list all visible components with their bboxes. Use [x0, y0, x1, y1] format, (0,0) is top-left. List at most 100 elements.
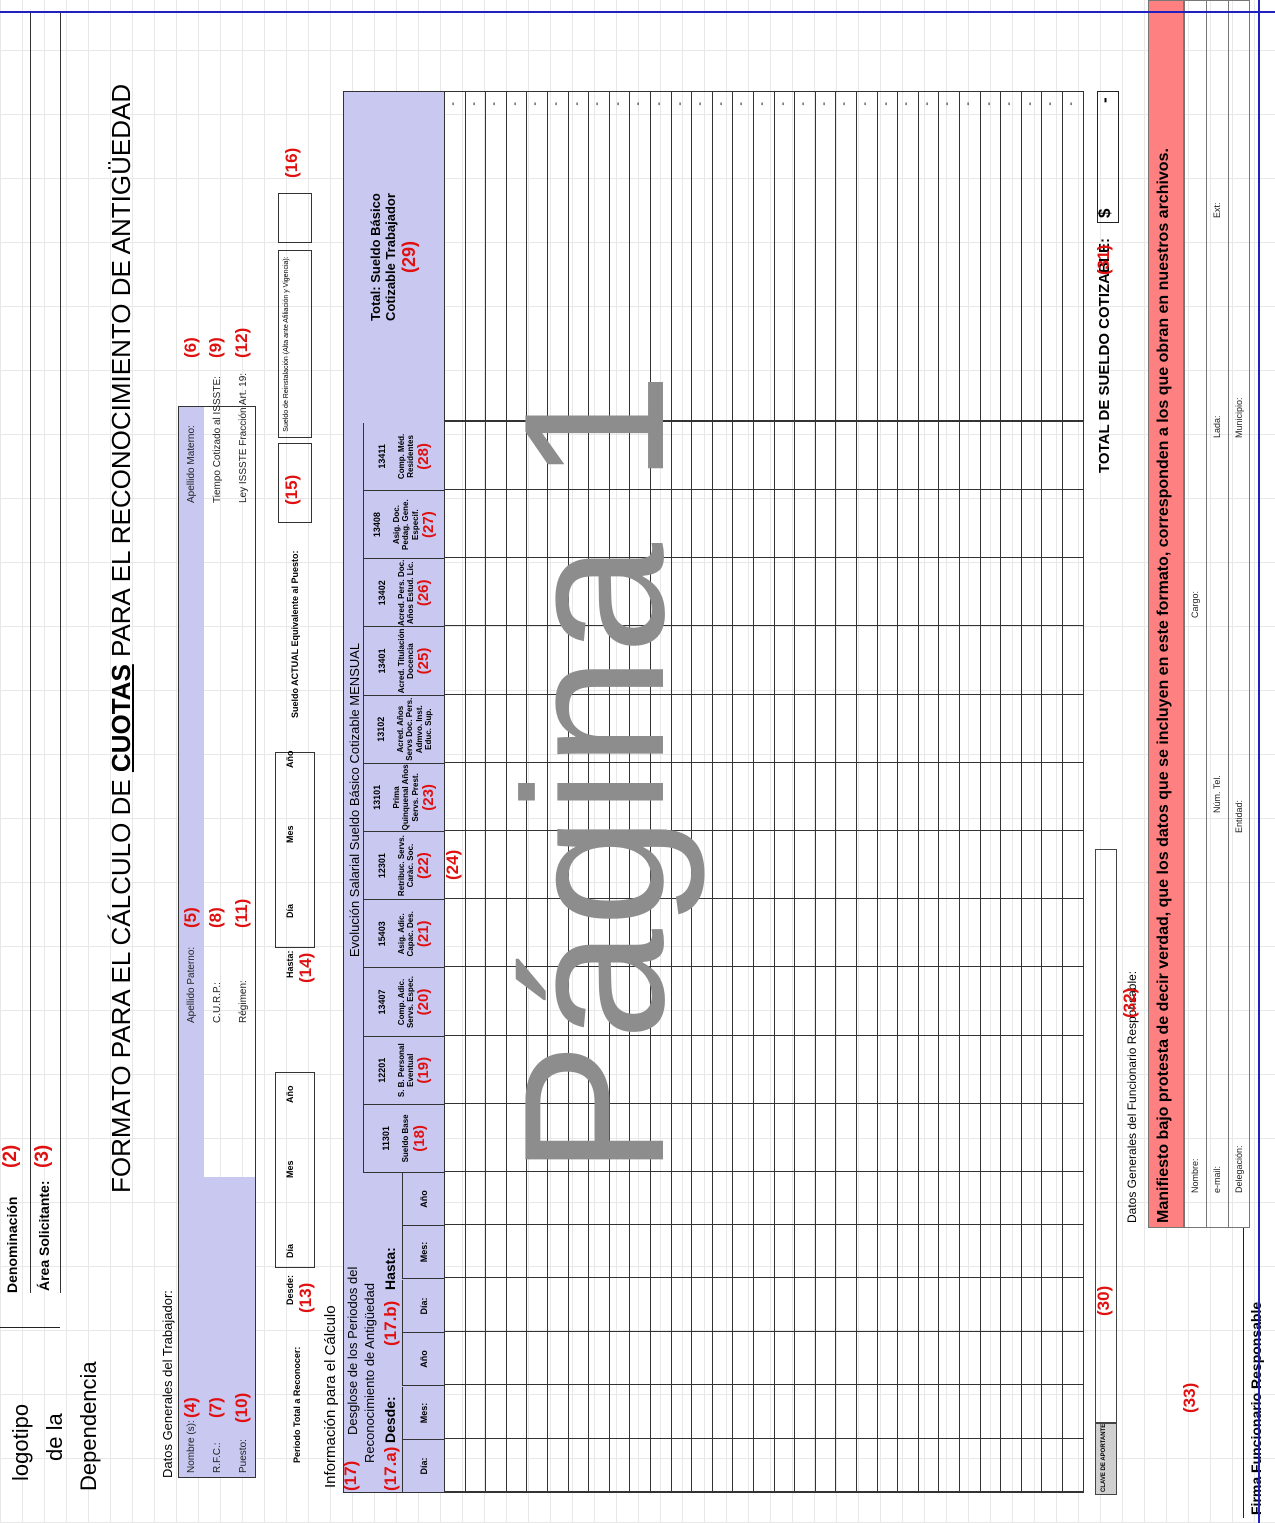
row-cell-divider: [857, 1277, 877, 1278]
row-cell-divider: [1001, 1491, 1021, 1492]
clave-num: (30): [1094, 1285, 1113, 1316]
row-cell-divider: [630, 1384, 650, 1385]
row-cell-divider: [754, 625, 774, 627]
table-row: -: [445, 91, 466, 1493]
row-cell-divider: [1063, 761, 1083, 763]
row-cell-divider: [1001, 625, 1021, 627]
row-cell-divider: [918, 1277, 939, 1278]
row-cell-divider: [733, 625, 753, 627]
row-cell-divider: [795, 1277, 815, 1278]
row-cell-divider: [671, 1331, 692, 1332]
row-cell-divider: [1042, 489, 1062, 490]
row-cell-divider: [671, 1438, 692, 1439]
row-cell-divider: [980, 1224, 1001, 1225]
row-cell-divider: [445, 1171, 465, 1172]
clave-value-cell[interactable]: [1095, 849, 1117, 1423]
info-calculo-title: Información para el Cálculo: [322, 1305, 339, 1488]
row-cell-divider: [939, 898, 959, 900]
salary-col-code: 13101: [371, 784, 382, 810]
table-row: -: [815, 91, 837, 1493]
salary-col-name: Asig. Doc. Pedag. Gene. Especif.: [392, 499, 420, 550]
row-cell-divider: [712, 1331, 733, 1332]
row-cell-divider: [712, 1171, 733, 1172]
total-currency: $: [1095, 208, 1114, 218]
paterno-num: (5): [181, 907, 200, 928]
row-cell-divider: [877, 1171, 898, 1172]
row-cell-divider: [795, 489, 815, 490]
table-row: -: [939, 91, 960, 1493]
row-cell-divider: [692, 1224, 712, 1225]
row-cell-divider: [774, 1331, 795, 1332]
row-cell-divider: [1063, 1384, 1083, 1385]
row-cell-divider: [877, 420, 898, 421]
row-cell-divider: [1063, 1034, 1083, 1036]
row-cell-divider: [465, 1224, 486, 1225]
row-cell-divider: [795, 1034, 815, 1036]
row-cell-divider: [939, 420, 959, 421]
row-cell-divider: [1001, 1171, 1021, 1172]
row-cell-divider: [445, 1491, 465, 1492]
row-cell-divider: [774, 830, 795, 831]
hasta-mes: Mes: [285, 825, 295, 843]
row-cell-divider: [774, 557, 795, 559]
row-cell-divider: [815, 557, 836, 559]
row-cell-divider: [795, 1438, 815, 1439]
manifiesto-text: Manifiesto bajo protesta de decir verdad…: [1155, 148, 1172, 1223]
row-cell-divider: [774, 625, 795, 627]
row-cell-divider: [754, 830, 774, 831]
row-cell-divider: [857, 420, 877, 421]
row-cell-divider: [815, 1491, 836, 1492]
salary-col-code: 13407: [376, 989, 387, 1015]
salary-col-13102: 13102 Acred. Años Servs Doc. Pers. Admvo.…: [363, 695, 445, 764]
table-row: -: [980, 91, 1002, 1493]
row-cell-divider: [1001, 1102, 1021, 1104]
row-cell-divider: [980, 966, 1001, 968]
row-cell-divider: [1001, 1034, 1021, 1036]
row-cell-divider: [960, 966, 980, 968]
title-part1: FORMATO PARA EL CÁLCULO DE: [106, 779, 136, 1193]
row-cell-divider: [857, 1102, 877, 1104]
row-cell-divider: [527, 1224, 547, 1225]
row-total-value: -: [776, 102, 789, 106]
row-cell-divider: [918, 1224, 939, 1225]
row-cell-divider: [1001, 1224, 1021, 1225]
row-cell-divider: [527, 1491, 547, 1492]
total-header-line2: Cotizable Trabajador: [382, 193, 398, 321]
row-cell-divider: [712, 898, 733, 900]
row-total-value: -: [653, 102, 665, 106]
row-cell-divider: [1001, 557, 1021, 559]
row-cell-divider: [960, 1491, 980, 1492]
row-cell-divider: [733, 1171, 753, 1172]
row-total-value: -: [529, 102, 542, 106]
row-cell-divider: [857, 830, 877, 831]
row-cell-divider: [857, 1224, 877, 1225]
desde-date-box: [275, 1072, 315, 1268]
period-subcol-2: Año: [402, 1333, 445, 1386]
row-cell-divider: [877, 489, 898, 490]
row-cell-divider: [1063, 898, 1083, 900]
row-cell-divider: [1021, 1034, 1042, 1036]
salary-col-name: Asig. Adic. Capac. Des.: [396, 911, 416, 957]
table-row: -: [1021, 91, 1043, 1493]
denominacion-line: [30, 13, 31, 1293]
row-cell-divider: [980, 761, 1001, 763]
row-cell-divider: [527, 1331, 547, 1332]
row-cell-divider: [486, 1224, 506, 1225]
row-cell-divider: [774, 1491, 795, 1492]
hasta-anio: Año: [285, 750, 295, 769]
materno-label: Apellido Materno:: [186, 425, 197, 503]
row-cell-divider: [733, 898, 753, 900]
periodo-total-label: Periodo Total a Reconocer:: [292, 1346, 302, 1463]
row-cell-divider: [795, 1331, 815, 1332]
salary-col-name: Comp. Adic. Servs. Espec.: [396, 976, 416, 1029]
row-total-value: -: [797, 102, 810, 106]
row-cell-divider: [836, 420, 856, 421]
row-cell-divider: [754, 1438, 774, 1439]
page-watermark: Página 1: [483, 370, 706, 1176]
period-subcol-1: Mes:: [402, 1387, 445, 1440]
row-cell-divider: [1042, 966, 1062, 968]
salary-col-num: (28): [415, 443, 433, 470]
row-cell-divider: [692, 1277, 712, 1278]
row-cell-divider: [548, 1224, 568, 1225]
row-cell-divider: [1042, 1102, 1062, 1104]
